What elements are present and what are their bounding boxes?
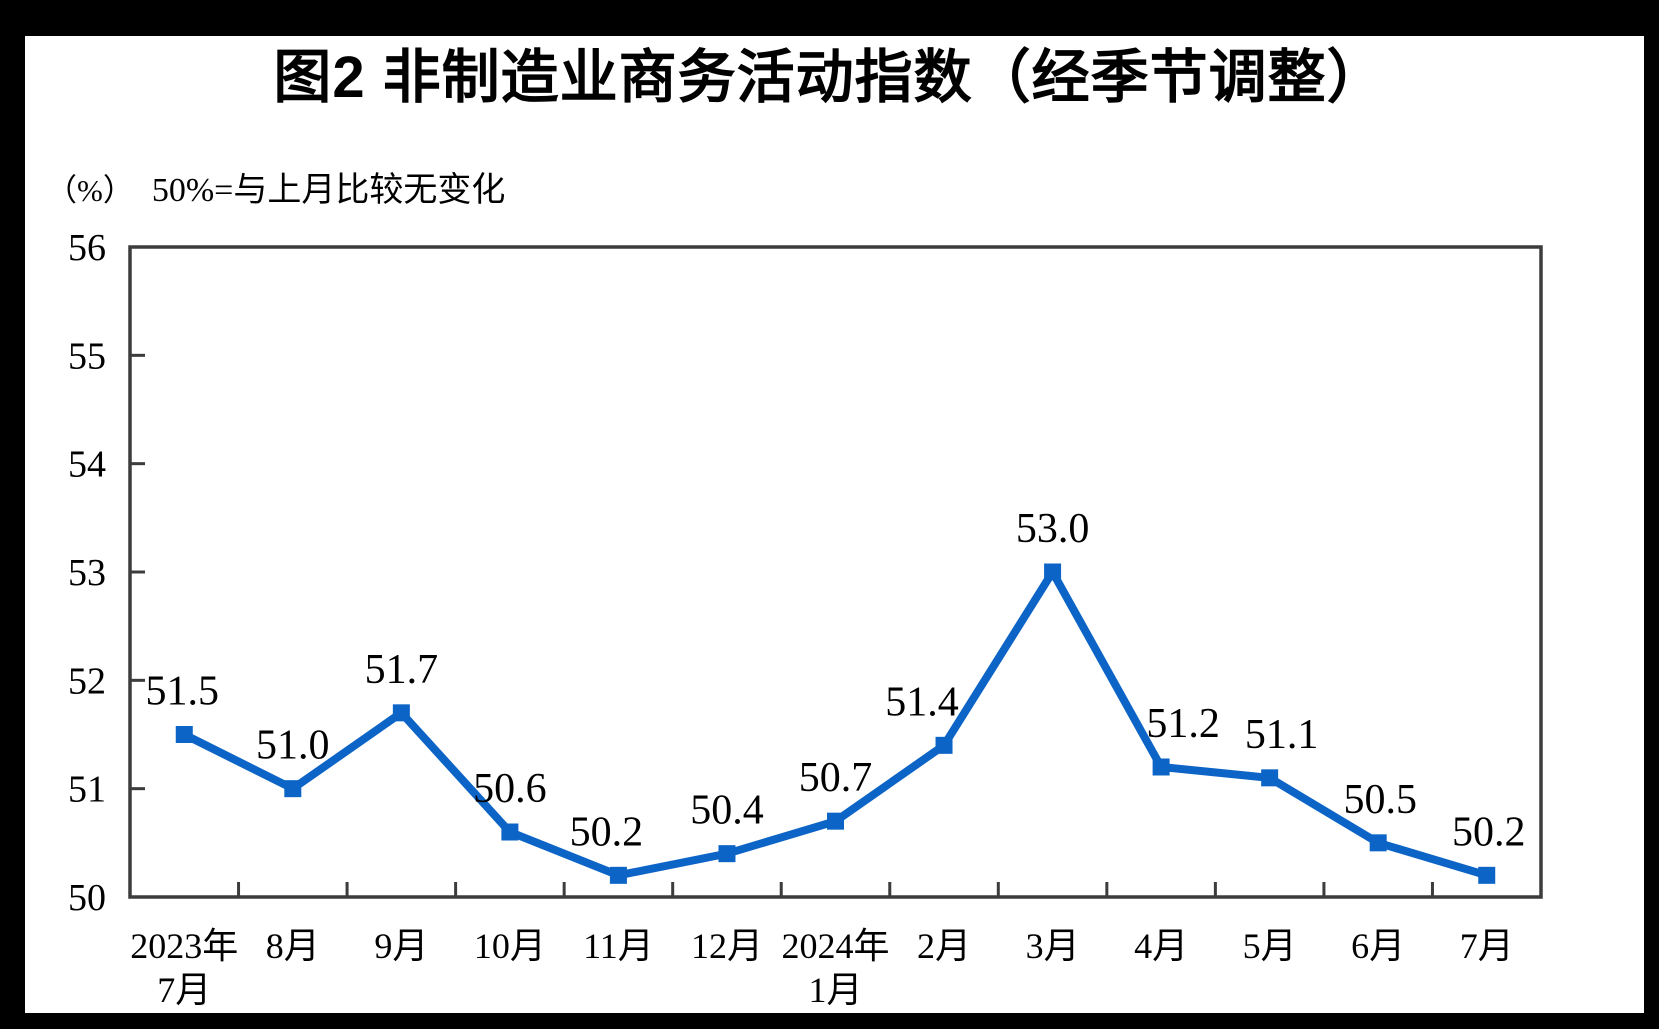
data-label: 50.7 (799, 755, 873, 801)
x-axis-label: 12月 (691, 926, 763, 966)
reference-note: 50%=与上月比较无变化 (151, 172, 506, 209)
y-axis-tick-label: 50 (68, 877, 106, 919)
x-axis-label: 6月 (1351, 926, 1405, 966)
data-point-marker (501, 823, 519, 841)
x-axis-label: 7月 (157, 970, 211, 1010)
chart-title: 图2 非制造业商务活动指数（经季节调整） (273, 45, 1386, 110)
x-axis-label: 2月 (917, 926, 971, 966)
data-point-marker (1478, 866, 1496, 884)
axis-unit-row: （%） 50%=与上月比较无变化 (46, 162, 505, 211)
data-point-marker (609, 866, 627, 884)
y-axis-unit-label: （%） (46, 173, 134, 208)
data-point-marker (1152, 758, 1170, 776)
x-axis-label: 10月 (474, 926, 546, 966)
x-axis-label: 2024年 (781, 926, 889, 966)
x-axis-label: 1月 (808, 970, 862, 1010)
data-point-marker (1044, 563, 1062, 581)
data-label: 53.0 (1016, 506, 1090, 552)
y-axis-tick-label: 54 (68, 444, 106, 486)
data-label: 51.1 (1245, 712, 1319, 758)
data-label: 50.5 (1343, 777, 1417, 823)
y-axis-tick-label: 51 (68, 769, 106, 811)
x-axis-label: 4月 (1134, 926, 1188, 966)
data-label: 51.0 (256, 723, 330, 769)
x-axis-label: 2023年 (130, 926, 238, 966)
y-axis-tick-label: 56 (68, 227, 106, 269)
data-label: 51.2 (1146, 701, 1220, 747)
y-axis-tick-label: 55 (68, 335, 106, 377)
x-axis-label: 8月 (266, 926, 320, 966)
data-point-marker (392, 704, 410, 722)
data-point-marker (827, 812, 844, 830)
x-axis-label: 11月 (583, 926, 654, 966)
x-axis-label: 5月 (1243, 926, 1297, 966)
data-point-marker (935, 736, 953, 754)
data-point-marker (1261, 769, 1279, 787)
data-point-marker (718, 845, 736, 863)
data-point-marker (175, 726, 193, 743)
data-label: 50.4 (690, 788, 764, 834)
data-point-marker (1369, 834, 1387, 852)
data-label: 50.2 (570, 809, 644, 855)
data-label: 51.4 (885, 679, 959, 725)
data-label: 51.5 (146, 669, 220, 715)
data-label: 50.2 (1452, 809, 1526, 855)
data-label: 50.6 (473, 766, 547, 812)
data-point-marker (284, 780, 302, 798)
x-axis-label: 3月 (1026, 926, 1080, 966)
x-axis-label: 9月 (374, 926, 428, 966)
data-label: 51.7 (365, 647, 439, 693)
x-axis-label: 7月 (1460, 926, 1514, 966)
y-axis-tick-label: 52 (68, 660, 106, 702)
y-axis-tick-label: 53 (68, 552, 106, 594)
